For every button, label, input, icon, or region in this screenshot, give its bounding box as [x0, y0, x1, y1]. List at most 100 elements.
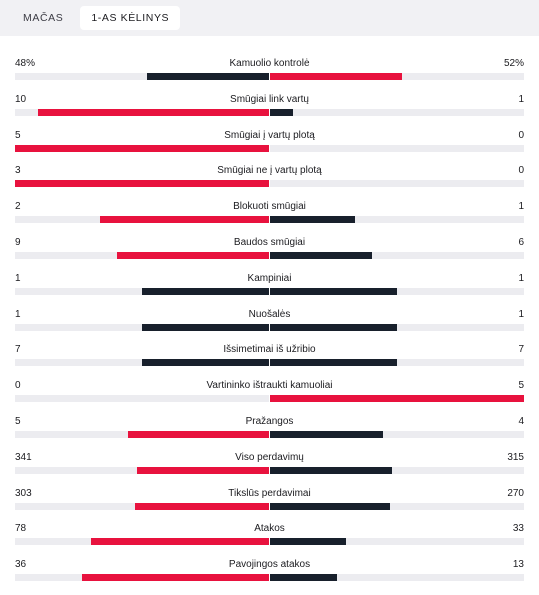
home-value: 10 [15, 93, 27, 105]
away-bar-track [270, 431, 524, 438]
home-bar [90, 538, 269, 546]
stat-row: 0 Vartininko ištraukti kamuoliai 5 [0, 380, 539, 416]
away-value: 1 [518, 272, 524, 284]
away-bar [270, 323, 397, 331]
away-value: 1 [518, 201, 524, 213]
home-bar [15, 180, 269, 188]
stat-row: 2 Blokuoti smūgiai 1 [0, 201, 539, 237]
home-bar-track [15, 359, 269, 367]
stat-label: Smūgiai link vartų [230, 93, 309, 105]
home-bar [82, 574, 269, 582]
away-bar-track [270, 502, 524, 510]
home-bar-track [15, 502, 269, 510]
away-value: 1 [518, 93, 524, 105]
home-value: 1 [15, 308, 21, 320]
away-value: 1 [518, 308, 524, 320]
away-value: 52% [503, 58, 524, 69]
stat-label: Kamuolio kontrolė [229, 58, 310, 69]
home-bar [136, 466, 269, 474]
stat-row: 5 Smūgiai į vartų plotą 0 [0, 130, 539, 166]
home-value: 341 [15, 451, 32, 463]
away-value: 0 [518, 165, 524, 177]
home-value: 7 [15, 344, 21, 356]
home-bar-track [15, 538, 269, 546]
home-bar [127, 431, 269, 438]
home-bar-track [15, 466, 269, 474]
home-value: 78 [15, 523, 27, 535]
away-bar-track [270, 395, 524, 403]
home-bar-track [15, 431, 269, 438]
away-bar [270, 252, 372, 259]
stat-row: 10 Smūgiai link vartų 1 [0, 94, 539, 130]
tab-match[interactable]: MAČAS [23, 12, 64, 24]
home-bar-track [15, 252, 269, 259]
home-value: 5 [15, 129, 21, 141]
away-bar-track [270, 359, 524, 367]
away-bar-track [270, 538, 524, 546]
away-bar [270, 466, 392, 474]
away-bar [270, 359, 397, 367]
away-value: 270 [507, 487, 524, 499]
stat-row: 9 Baudos smūgiai 6 [0, 237, 539, 273]
away-bar [270, 431, 383, 438]
away-value: 315 [507, 451, 524, 463]
stat-row: 48% Kamuolio kontrolė 52% [0, 58, 539, 94]
stat-label: Nuošalės [248, 308, 291, 320]
home-bar-track [15, 216, 269, 224]
home-bar-track [15, 287, 269, 295]
home-value: 9 [15, 237, 21, 248]
stat-row: 1 Nuošalės 1 [0, 309, 539, 345]
home-bar [142, 287, 269, 295]
home-value: 1 [15, 272, 21, 284]
away-value: 13 [512, 559, 524, 571]
home-value: 36 [15, 559, 27, 571]
away-bar-track [270, 216, 524, 224]
home-bar [15, 144, 269, 152]
home-bar [142, 359, 269, 367]
stat-label: Išsimetimai iš užribio [223, 344, 316, 356]
away-bar [270, 538, 346, 546]
period-tabs: MAČAS 1-AS KĖLINYS [0, 0, 539, 36]
home-bar [38, 108, 269, 116]
home-value: 3 [15, 165, 21, 177]
stat-label: Pavojingos atakos [228, 559, 311, 571]
stat-label: Smūgiai ne į vartų plotą [217, 165, 322, 177]
away-bar [270, 73, 403, 80]
stat-label: Atakos [254, 523, 285, 535]
away-value: 5 [518, 380, 524, 392]
away-bar-track [270, 287, 524, 295]
stat-label: Vartininko ištraukti kamuoliai [206, 380, 333, 392]
stat-label: Baudos smūgiai [233, 237, 306, 248]
away-bar [270, 216, 355, 224]
away-value: 0 [518, 129, 524, 141]
stat-label: Pražangos [245, 416, 294, 427]
away-bar-track [270, 73, 524, 80]
away-bar-track [270, 466, 524, 474]
home-bar [134, 502, 269, 510]
away-value: 4 [518, 416, 524, 427]
away-value: 33 [512, 523, 524, 535]
home-bar-track [15, 395, 269, 403]
stat-label: Smūgiai į vartų plotą [224, 129, 315, 141]
away-bar [270, 287, 397, 295]
home-value: 48% [15, 58, 36, 69]
away-bar [270, 395, 524, 403]
home-bar-track [15, 574, 269, 582]
stat-row: 1 Kampiniai 1 [0, 273, 539, 309]
away-bar [270, 502, 390, 510]
home-bar-track [15, 108, 269, 116]
away-bar-track [270, 252, 524, 259]
tab-first-half[interactable]: 1-AS KĖLINYS [80, 6, 181, 30]
home-value: 2 [15, 201, 21, 213]
stat-label: Tikslūs perdavimai [228, 487, 311, 499]
home-bar [116, 252, 269, 259]
away-bar [270, 108, 294, 116]
away-bar [270, 574, 338, 582]
away-bar-track [270, 574, 524, 582]
stat-label: Blokuoti smūgiai [233, 201, 306, 213]
away-bar-track [270, 108, 524, 116]
home-value: 0 [15, 380, 21, 392]
home-value: 5 [15, 416, 21, 427]
away-bar-track [270, 323, 524, 331]
away-bar-track [270, 180, 524, 188]
